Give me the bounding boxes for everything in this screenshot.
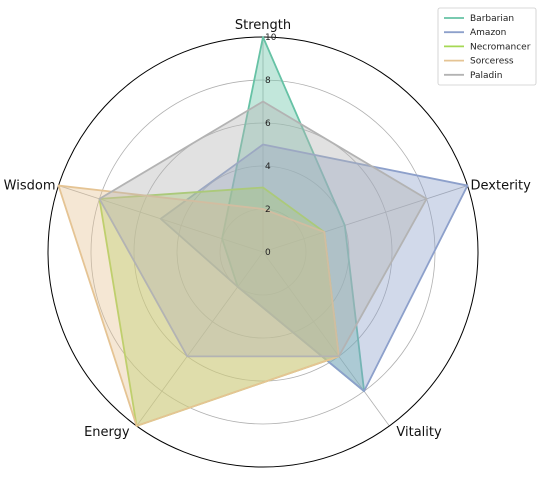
grid-spoke <box>262 251 390 427</box>
r-tick-label: 6 <box>265 119 271 129</box>
grid-spoke <box>262 185 468 253</box>
legend-entry: Sorceress <box>470 57 514 67</box>
legend-box <box>437 7 537 86</box>
axis-label-energy: Energy <box>84 425 130 440</box>
r-tick-label: 0 <box>265 248 271 258</box>
grid-spoke <box>136 251 264 427</box>
legend: Barbarian Amazon Necromancer Sorceress Palad… <box>437 7 537 86</box>
axis-label-strength: Strength <box>235 18 291 33</box>
axis-label-dexterity: Dexterity <box>471 179 532 194</box>
axis-label-vitality: Vitality <box>396 425 442 440</box>
legend-entry: Necromancer <box>470 42 531 52</box>
axis-label-wisdom: Wisdom <box>4 179 56 194</box>
legend-entry: Paladin <box>470 71 502 81</box>
legend-entry: Amazon <box>470 28 506 38</box>
series-layer <box>57 36 469 427</box>
legend-entry: Barbarian <box>470 14 514 24</box>
r-tick-label: 4 <box>265 162 271 172</box>
r-tick-label: 10 <box>265 33 277 43</box>
series-paladin <box>98 100 428 358</box>
series-sorceress <box>57 184 340 427</box>
r-tick-label: 8 <box>265 76 271 86</box>
r-tick-label: 2 <box>265 205 271 215</box>
